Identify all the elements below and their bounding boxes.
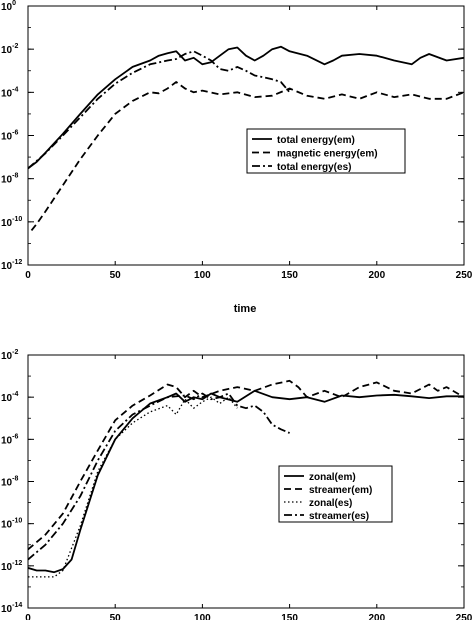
x-axis-label: time (234, 303, 257, 315)
series-line-0 (28, 45, 464, 170)
legend-label: magnetic energy(em) (277, 149, 378, 160)
y-tick-label: 10-2 (1, 43, 18, 56)
x-tick-label: 250 (456, 270, 473, 281)
energy-chart: 0 50 100 150 200 250 100 10-2 10-4 10-6 10-8 10-10 1… (1, 0, 473, 281)
y-tick-label: 100 (1, 0, 16, 13)
y-tick-label: 10-4 (1, 86, 18, 99)
plot-frame (27, 354, 465, 609)
x-tick-label: 0 (25, 270, 31, 281)
legend: zonal(em) streamer(em) zonal(es) streamer(e… (278, 465, 393, 523)
series-line-0 (28, 389, 464, 574)
legend-label: zonal(es) (309, 498, 352, 509)
y-tick-label: 10-12 (1, 560, 22, 573)
x-tick-label: 100 (194, 270, 211, 281)
y-tick-label: 10-8 (1, 476, 18, 489)
x-tick-label: 0 (25, 613, 31, 620)
series-line-2 (28, 396, 238, 578)
y-tick-label: 10-10 (1, 518, 22, 531)
x-tick-label: 150 (281, 270, 298, 281)
legend-label: zonal(em) (309, 472, 356, 483)
series-line-3 (28, 392, 290, 561)
y-tick-label: 10-2 (1, 349, 18, 362)
legend: total energy(em) magnetic energy(em) total… (246, 128, 406, 174)
legend-label: total energy(em) (277, 135, 355, 146)
zonal-streamer-chart: 0 50 100 150 200 250 10-2 10-4 10-6 10-8 10-10 10-1… (1, 349, 473, 620)
x-tick-label: 100 (194, 613, 211, 620)
legend-label: total energy(es) (277, 162, 351, 173)
y-tick-label: 10-8 (1, 173, 18, 186)
x-tick-label: 250 (456, 613, 473, 620)
y-tick-label: 10-14 (1, 602, 22, 615)
y-tick-label: 10-6 (1, 433, 18, 446)
y-tick-label: 10-12 (1, 259, 22, 272)
series-group (28, 379, 464, 578)
x-tick-label: 50 (110, 270, 122, 281)
y-tick-label: 10-6 (1, 130, 18, 143)
y-tick-label: 10-4 (1, 391, 18, 404)
x-tick-label: 50 (110, 613, 122, 620)
y-tick-label: 10-10 (1, 216, 22, 229)
legend-box (246, 128, 406, 174)
legend-label: streamer(em) (309, 485, 372, 496)
x-tick-label: 200 (368, 270, 385, 281)
x-tick-label: 150 (281, 613, 298, 620)
x-tick-label: 200 (368, 613, 385, 620)
series-line-1 (28, 379, 464, 551)
series-line-1 (30, 81, 464, 231)
legend-label: streamer(es) (309, 511, 369, 522)
series-group (28, 45, 464, 231)
